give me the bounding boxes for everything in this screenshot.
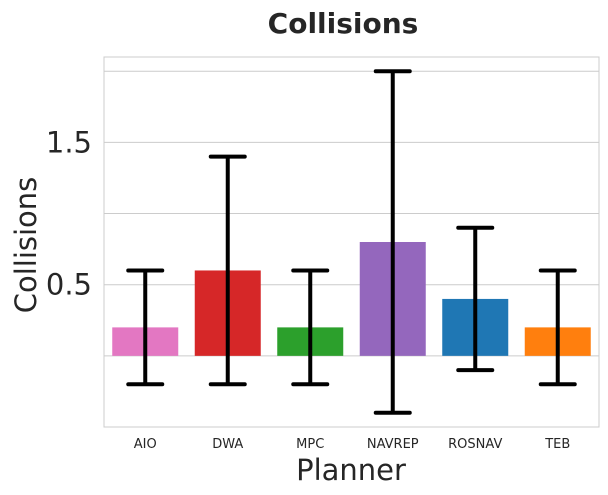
x-tick-label: DWA (212, 437, 243, 452)
x-tick-labels: AIO DWA MPC NAVREP ROSNAV TEB (134, 437, 571, 452)
error-bar-teb (538, 268, 577, 387)
y-tick-label: 1.5 (46, 125, 92, 159)
x-tick-label: MPC (296, 437, 324, 452)
plot-frame (103, 56, 600, 428)
y-tick-label: 0.5 (46, 268, 92, 302)
x-tick-label: TEB (544, 437, 570, 452)
error-bars (126, 69, 577, 415)
x-tick-label: ROSNAV (448, 437, 502, 452)
error-bar-aio (126, 268, 165, 387)
chart-title: Collisions (268, 7, 419, 40)
x-tick-label: AIO (134, 437, 157, 452)
grid-lines (104, 70, 599, 357)
error-bar-mpc (291, 268, 330, 387)
bars (112, 242, 591, 356)
error-bar-navrep (373, 69, 412, 415)
y-axis-label: Collisions (9, 177, 43, 314)
x-axis-label: Planner (296, 453, 406, 487)
x-tick-label: NAVREP (367, 437, 419, 452)
y-tick-labels: 0.5 1.5 (46, 125, 92, 301)
error-bar-rosnav (456, 225, 495, 373)
error-bar-dwa (208, 154, 247, 387)
